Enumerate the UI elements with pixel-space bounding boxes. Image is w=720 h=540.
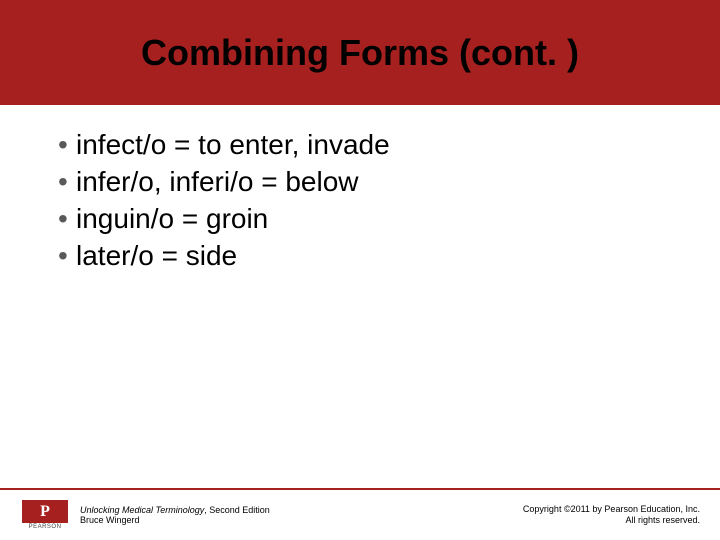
book-author: Bruce Wingerd — [80, 515, 270, 525]
copyright: Copyright ©2011 by Pearson Education, In… — [523, 504, 700, 526]
slide: Combining Forms (cont. ) • infect/o = to… — [0, 0, 720, 540]
title-band: Combining Forms (cont. ) — [0, 0, 720, 105]
copyright-line2: All rights reserved. — [523, 515, 700, 526]
bullet-text: inguin/o = groin — [76, 201, 268, 236]
pearson-logo: P PEARSON — [22, 499, 68, 531]
bullet-list: • infect/o = to enter, invade • infer/o,… — [0, 105, 720, 273]
pearson-logo-label: PEARSON — [29, 524, 62, 530]
bullet-icon: • — [58, 164, 76, 199]
copyright-line1: Copyright ©2011 by Pearson Education, In… — [523, 504, 700, 515]
list-item: • later/o = side — [58, 238, 720, 273]
bullet-icon: • — [58, 238, 76, 273]
bullet-text: infer/o, inferi/o = below — [76, 164, 359, 199]
book-edition: , Second Edition — [204, 505, 270, 515]
footer: P PEARSON Unlocking Medical Terminology,… — [0, 490, 720, 540]
pearson-logo-letter: P — [40, 503, 50, 521]
list-item: • inguin/o = groin — [58, 201, 720, 236]
slide-title: Combining Forms (cont. ) — [141, 32, 579, 74]
pearson-logo-square: P — [22, 500, 68, 523]
bullet-text: later/o = side — [76, 238, 237, 273]
bullet-text: infect/o = to enter, invade — [76, 127, 390, 162]
list-item: • infer/o, inferi/o = below — [58, 164, 720, 199]
book-title-line: Unlocking Medical Terminology, Second Ed… — [80, 505, 270, 515]
book-info: Unlocking Medical Terminology, Second Ed… — [80, 505, 270, 526]
list-item: • infect/o = to enter, invade — [58, 127, 720, 162]
bullet-icon: • — [58, 127, 76, 162]
book-title: Unlocking Medical Terminology — [80, 505, 204, 515]
bullet-icon: • — [58, 201, 76, 236]
